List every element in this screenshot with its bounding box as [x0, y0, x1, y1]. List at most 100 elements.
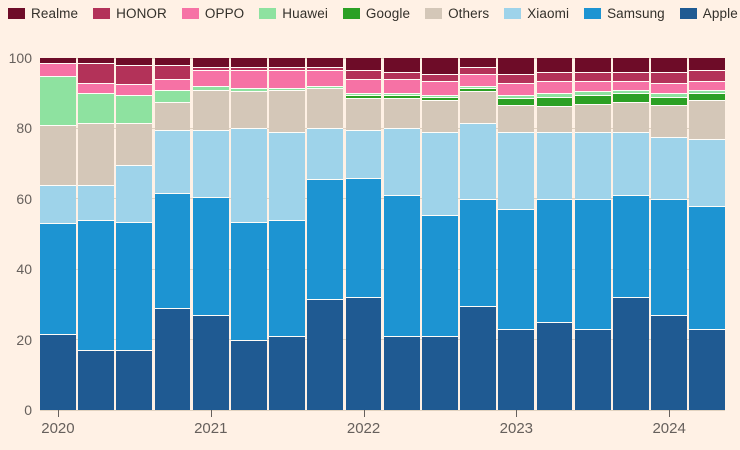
x-axis-tick-2023	[516, 410, 518, 417]
segment-oppo	[78, 82, 115, 94]
legend-item-huawei: Huawei	[259, 6, 328, 21]
segment-xiaomi	[574, 131, 611, 199]
segment-oppo	[498, 82, 535, 95]
segment-huawei	[269, 87, 306, 90]
segment-google	[460, 87, 497, 92]
segment-others	[613, 101, 649, 132]
segment-oppo	[307, 70, 344, 87]
segment-google	[613, 93, 649, 102]
segment-xiaomi	[78, 184, 115, 220]
segment-others	[689, 100, 726, 139]
legend-swatch-huawei	[259, 8, 277, 19]
segment-honor	[383, 72, 420, 80]
segment-samsung	[574, 198, 611, 329]
segment-honor	[651, 72, 688, 83]
x-axis-tick-2022	[363, 410, 365, 417]
bar-2023-Q3	[574, 58, 611, 410]
segment-xiaomi	[40, 184, 76, 224]
segment-others	[498, 105, 535, 132]
x-axis-tick-2021	[210, 410, 212, 417]
segment-honor	[154, 65, 191, 80]
segment-apple	[307, 299, 344, 410]
legend-label: Others	[448, 6, 490, 21]
segment-xiaomi	[192, 130, 229, 197]
segment-oppo	[422, 80, 458, 95]
segment-honor	[231, 66, 267, 71]
segment-samsung	[231, 221, 267, 340]
bar-2022-Q4	[460, 58, 497, 410]
segment-others	[345, 98, 382, 131]
segment-xiaomi	[498, 131, 535, 210]
segment-huawei	[192, 86, 229, 90]
segment-samsung	[269, 219, 306, 337]
segment-apple	[498, 328, 535, 410]
segment-samsung	[345, 177, 382, 298]
segment-xiaomi	[116, 165, 153, 222]
segment-realme	[689, 58, 726, 71]
x-axis-label-2021: 2021	[194, 420, 228, 437]
legend-item-google: Google	[342, 6, 410, 21]
x-axis-tick-2024	[669, 410, 671, 417]
y-axis-tick-label: 80	[16, 120, 32, 137]
segment-others	[40, 124, 76, 185]
segment-realme	[651, 58, 688, 73]
segment-xiaomi	[422, 131, 458, 215]
segment-samsung	[78, 219, 115, 351]
segment-apple	[383, 336, 420, 410]
bar-2023-Q2	[536, 58, 573, 410]
legend-swatch-honor	[93, 8, 111, 19]
segment-samsung	[116, 221, 153, 351]
legend-item-others: Others	[425, 6, 489, 21]
segment-apple	[78, 350, 115, 410]
segment-honor	[345, 70, 382, 80]
segment-others	[574, 103, 611, 132]
segment-huawei	[536, 93, 573, 97]
segment-apple	[689, 328, 726, 410]
legend: Realme HONOR OPPO Huawei Google Others Xiaomi S…	[8, 6, 738, 21]
segment-apple	[40, 334, 76, 410]
segment-oppo	[269, 70, 306, 88]
segment-apple	[651, 314, 688, 410]
x-axis-label-2023: 2023	[499, 420, 534, 437]
bar-2024-Q2	[689, 58, 726, 410]
gridline-20	[40, 339, 726, 341]
segment-oppo	[689, 80, 726, 90]
segment-realme	[231, 58, 267, 67]
bar-2024-Q1	[651, 58, 688, 410]
bar-2020-Q2	[78, 58, 115, 410]
segment-apple	[574, 329, 611, 410]
segment-oppo	[574, 80, 611, 92]
segment-huawei	[116, 94, 153, 124]
segment-xiaomi	[651, 137, 688, 199]
gridline-100	[40, 57, 726, 59]
x-axis-tick-2020	[57, 410, 59, 417]
segment-huawei	[345, 93, 382, 95]
bar-2020-Q3	[116, 58, 153, 410]
segment-samsung	[613, 195, 649, 298]
segment-samsung	[154, 193, 191, 308]
segment-realme	[40, 58, 76, 64]
segment-others	[383, 98, 420, 129]
x-axis-label-2024: 2024	[652, 420, 686, 437]
segment-huawei	[651, 93, 688, 97]
segment-oppo	[192, 70, 229, 87]
segment-xiaomi	[154, 130, 191, 194]
segment-oppo	[383, 79, 420, 94]
bar-2022-Q1	[345, 58, 382, 410]
segment-huawei	[422, 94, 458, 97]
segment-realme	[460, 58, 497, 67]
segment-others	[460, 91, 497, 124]
segment-apple	[613, 297, 649, 410]
bar-2021-Q4	[307, 58, 344, 410]
segment-apple	[231, 339, 267, 410]
segment-apple	[460, 306, 497, 410]
segment-oppo	[651, 82, 688, 94]
legend-swatch-apple	[679, 8, 697, 19]
segment-others	[154, 101, 191, 131]
segment-honor	[422, 73, 458, 81]
segment-realme	[613, 58, 649, 73]
y-axis-tick-label: 100	[8, 50, 32, 66]
segment-xiaomi	[231, 128, 267, 222]
gridline-0	[40, 409, 726, 411]
legend-label: Xiaomi	[527, 6, 570, 21]
